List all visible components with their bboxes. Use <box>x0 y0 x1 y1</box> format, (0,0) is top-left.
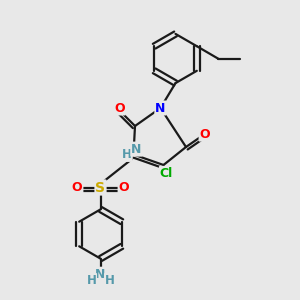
Text: H: H <box>87 274 96 287</box>
Text: S: S <box>95 181 106 194</box>
Text: O: O <box>114 101 125 115</box>
Text: N: N <box>131 142 142 156</box>
Text: N: N <box>95 268 106 281</box>
Text: H: H <box>105 274 114 287</box>
Text: O: O <box>72 181 83 194</box>
Text: H: H <box>122 148 132 161</box>
Text: O: O <box>200 128 210 141</box>
Text: O: O <box>118 181 129 194</box>
Text: N: N <box>155 101 166 115</box>
Text: Cl: Cl <box>160 167 173 180</box>
